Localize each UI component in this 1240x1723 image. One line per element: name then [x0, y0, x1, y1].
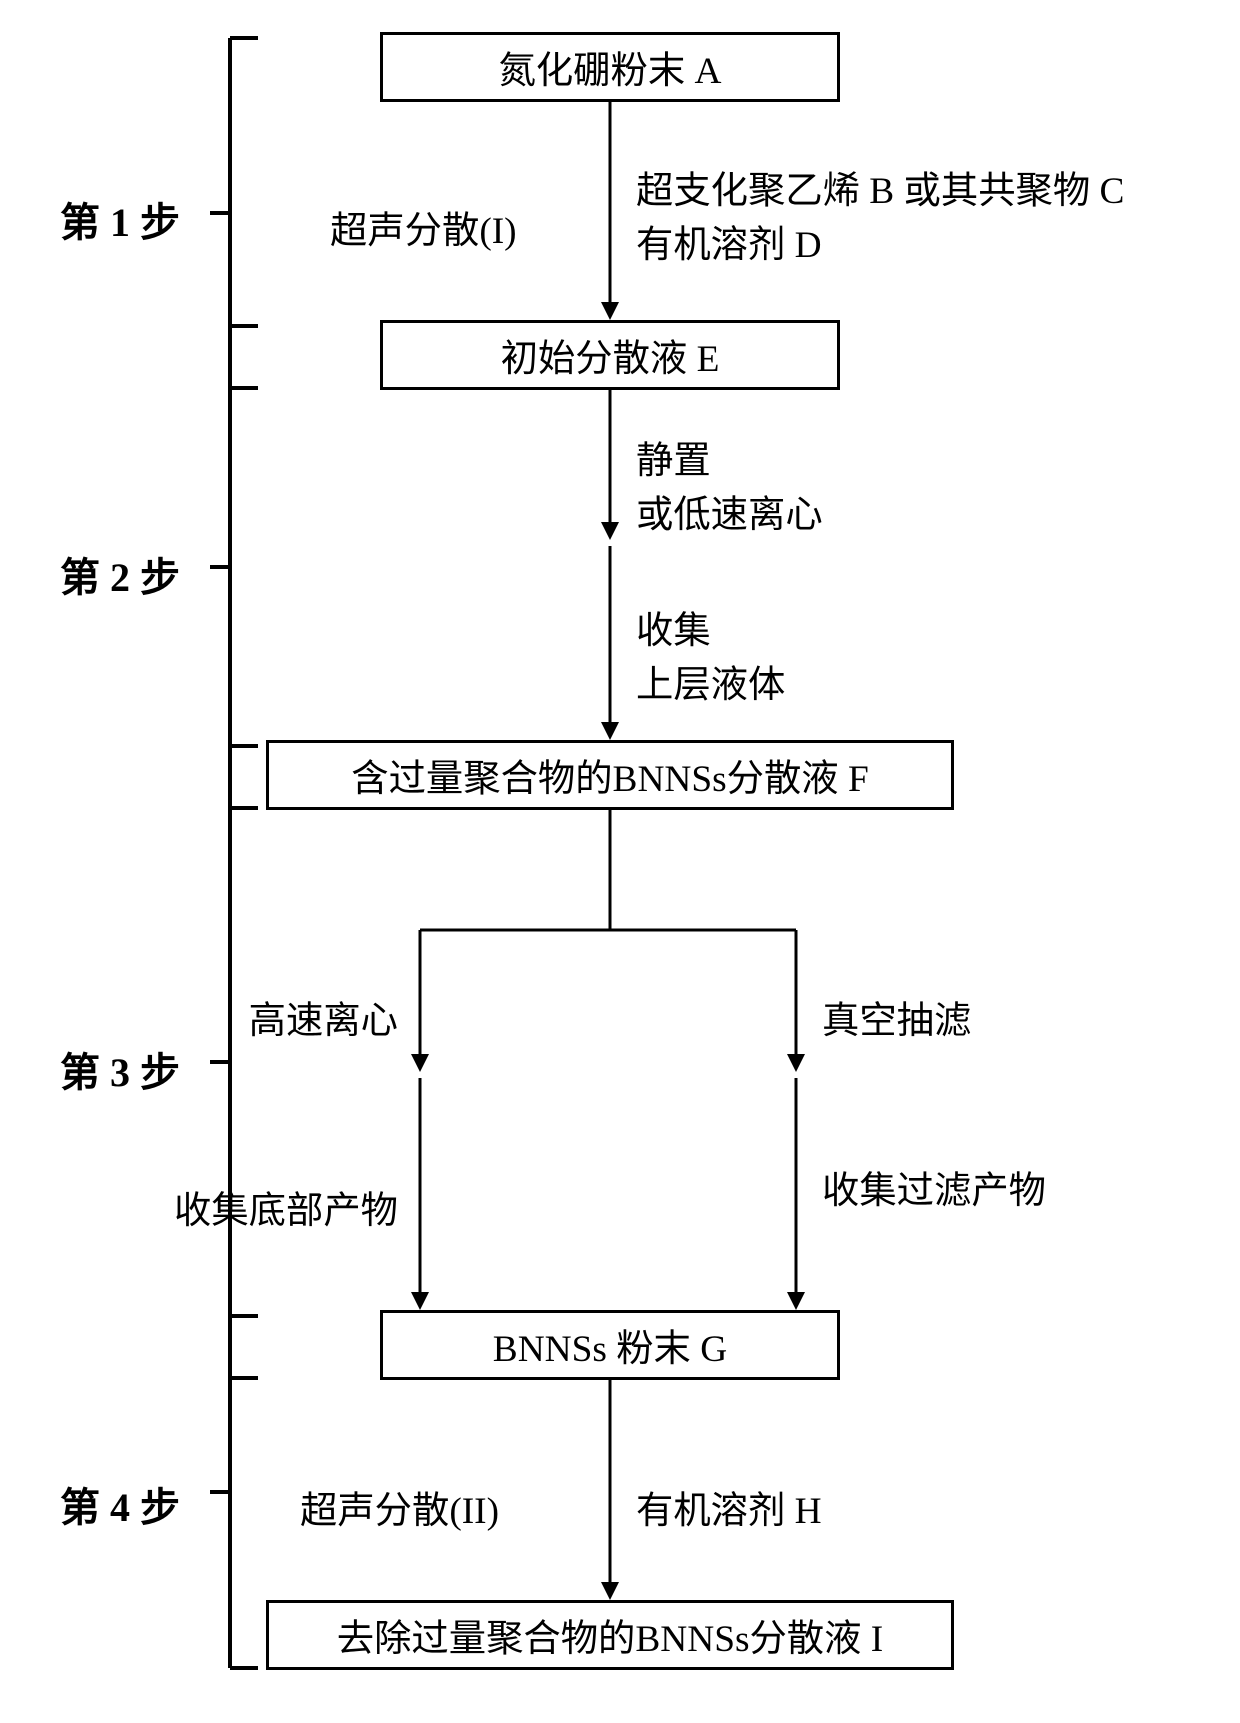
arrow-a_G_I [601, 1380, 619, 1600]
bracket-b1 [210, 38, 258, 388]
arrow-a_left_G [411, 1078, 429, 1310]
arrow-a_right_G [787, 1078, 805, 1310]
arrow-a_E_m [601, 390, 619, 540]
arrow-a_split_right [787, 930, 805, 1072]
connector-layer [0, 0, 1240, 1723]
arrow-a_A_E [601, 102, 619, 320]
bracket-b3 [210, 746, 258, 1378]
bracket-b2 [210, 326, 258, 808]
bracket-b4 [210, 1316, 258, 1668]
arrow-a_m_F [601, 546, 619, 740]
arrow-a_split_left [411, 930, 429, 1072]
